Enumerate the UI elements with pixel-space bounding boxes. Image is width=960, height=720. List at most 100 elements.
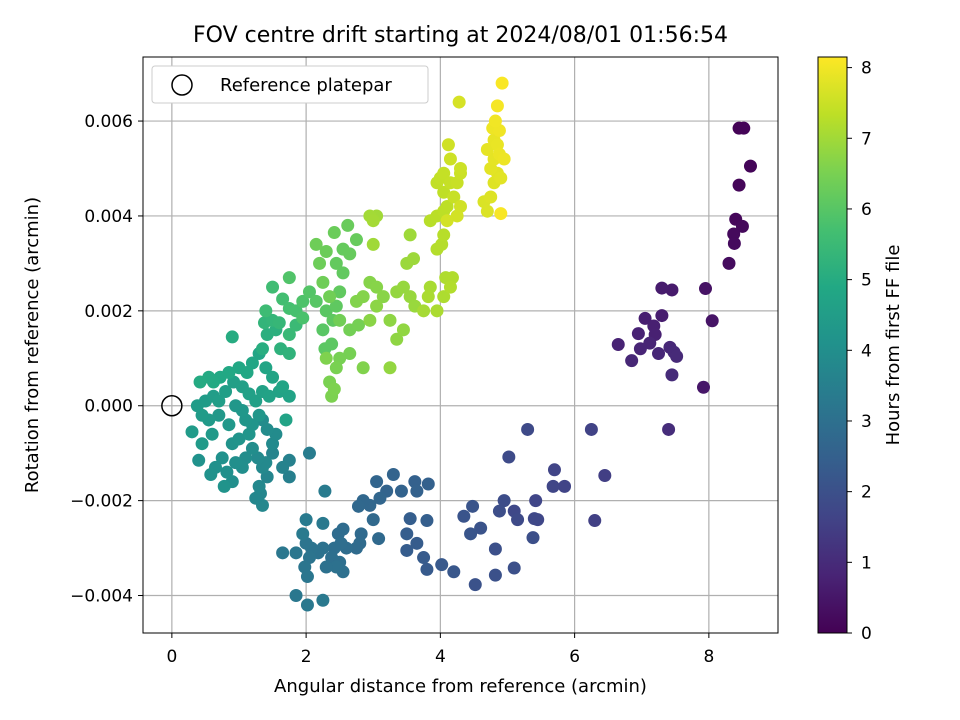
data-point [370,280,384,294]
data-point [354,527,368,541]
data-point [302,285,316,299]
data-point [282,389,296,403]
data-point [222,418,236,432]
data-point [296,294,310,308]
data-point [373,491,387,505]
data-point [437,185,451,199]
data-point [526,531,540,545]
data-point [333,313,347,327]
scatter-points [185,76,757,612]
data-point [440,214,454,228]
data-point [638,311,652,325]
data-point [329,361,343,375]
data-point [316,593,330,607]
data-point [319,560,333,574]
data-point [527,512,541,526]
data-point [219,384,233,398]
data-point [443,152,457,166]
data-point [205,427,219,441]
data-point [319,245,333,259]
colorbar-gradient [817,56,848,634]
y-axis-label: Rotation from reference (arcmin) [22,197,43,493]
data-point [249,394,263,408]
data-point [259,304,273,318]
data-point [343,247,357,261]
data-point [488,542,502,556]
reference-marker [161,394,183,417]
data-point [343,347,357,361]
data-point [376,290,390,304]
data-point [492,504,506,518]
data-point [410,484,424,498]
data-point [497,494,511,508]
data-point [370,299,384,313]
data-point [190,399,204,413]
legend-marker-icon [171,74,193,96]
data-point [625,354,639,368]
data-point [457,509,471,523]
data-point [316,275,330,289]
data-point [396,323,410,337]
data-point [296,527,310,541]
y-tick-label: −0.004 [70,587,133,607]
data-point [403,228,417,242]
data-point [495,76,509,90]
data-point [450,209,464,223]
data-point [193,375,207,389]
data-point [299,513,313,527]
data-point [430,304,444,318]
x-tick-label: 4 [435,647,446,667]
data-point [662,422,676,436]
colorbar-tick-label: 8 [861,59,872,79]
data-point [220,465,234,479]
data-point [276,546,290,560]
data-point [329,299,343,313]
colorbar-tick-label: 0 [861,624,872,644]
data-point [323,290,337,304]
colorbar-tick-label: 3 [861,412,872,432]
colorbar-tick-label: 4 [861,341,872,361]
data-point [507,561,521,575]
data-point [400,543,414,557]
data-point [229,399,243,413]
data-point [665,283,679,297]
data-point [502,450,516,464]
data-point [480,204,494,218]
data-point [633,342,647,356]
data-point [497,152,511,166]
data-point [441,138,455,152]
data-point [655,309,669,323]
data-point [333,285,347,299]
data-point [276,380,290,394]
data-point [215,451,229,465]
plot-area [143,57,778,633]
x-tick-label: 0 [166,647,177,667]
data-point [417,551,431,565]
data-point [356,290,370,304]
data-point [437,228,451,242]
data-point [443,280,457,294]
data-point [329,560,343,574]
data-point [262,389,276,403]
data-point [631,327,645,341]
data-point [366,214,380,228]
data-point [390,332,404,346]
legend: Reference platepar [151,65,429,104]
data-point [452,95,466,109]
x-axis-ticks: 0 2 4 6 8 [166,633,714,667]
data-point [300,598,314,612]
data-point [204,468,218,482]
data-point [394,484,408,498]
data-point [410,536,424,550]
data-point [732,178,746,192]
data-point [255,342,269,356]
data-point [521,422,535,436]
data-point [383,361,397,375]
colorbar: 0 1 2 3 4 5 6 7 8 Hours from first FF file [817,56,904,644]
legend-label: Reference platepar [220,75,392,96]
data-point [289,589,303,603]
data-point [440,199,454,213]
data-point [319,304,333,318]
data-point [558,479,572,493]
chart-title: FOV centre drift starting at 2024/08/01 … [193,23,728,48]
